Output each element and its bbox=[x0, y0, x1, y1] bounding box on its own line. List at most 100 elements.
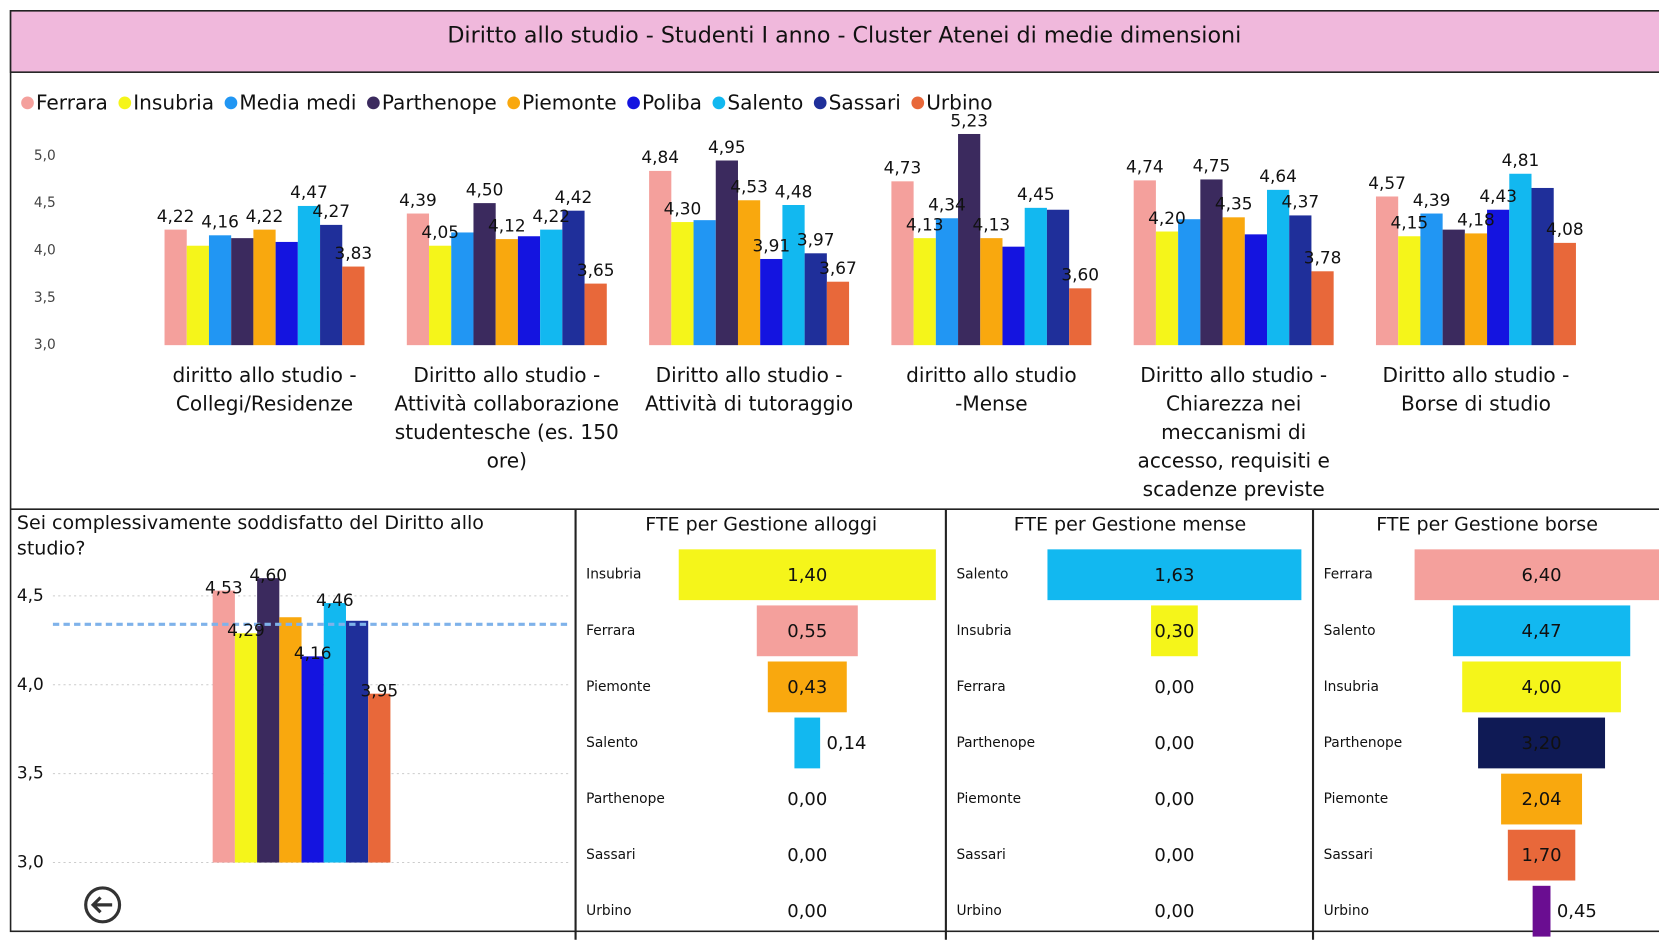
bar bbox=[891, 181, 914, 346]
bar bbox=[1311, 271, 1334, 346]
x-tick-label: Diritto allo studio - Borse di studio bbox=[1383, 362, 1570, 415]
bar bbox=[693, 220, 716, 346]
y-tick-label: 4,0 bbox=[17, 674, 44, 694]
data-label: 4,00 bbox=[1522, 677, 1562, 698]
legend-marker bbox=[21, 96, 34, 110]
back-icon[interactable] bbox=[84, 886, 122, 924]
text-line: diritto allo studio - bbox=[172, 362, 356, 386]
back-button[interactable] bbox=[84, 886, 122, 924]
data-label: 4,20 bbox=[1148, 208, 1186, 228]
bar bbox=[186, 245, 209, 346]
y-tick-label: 3,5 bbox=[34, 290, 56, 306]
data-label: 4,73 bbox=[884, 158, 922, 178]
bar bbox=[1244, 234, 1267, 346]
data-label: 0,00 bbox=[1154, 845, 1194, 866]
legend-label: Salento bbox=[727, 90, 803, 114]
x-tick-label: Diritto allo studio - Chiarezza nei meccan… bbox=[1138, 362, 1330, 500]
legend-label: Insubria bbox=[133, 90, 214, 114]
data-label: 0,30 bbox=[1154, 621, 1194, 642]
data-label: 0,00 bbox=[787, 789, 827, 810]
category-label: Ferrara bbox=[586, 623, 635, 639]
data-label: 0,45 bbox=[1557, 901, 1597, 922]
back-arrow[interactable] bbox=[90, 896, 113, 914]
legend-marker bbox=[627, 96, 640, 110]
legend-label: Ferrara bbox=[36, 90, 108, 114]
bar bbox=[257, 578, 280, 863]
bar bbox=[451, 232, 474, 346]
data-label: 4,47 bbox=[1522, 621, 1562, 642]
bar bbox=[1024, 207, 1047, 346]
funnel-bar bbox=[1507, 829, 1576, 881]
data-label: 4,57 bbox=[1368, 173, 1406, 193]
legend-marker bbox=[813, 96, 827, 110]
data-label: 0,14 bbox=[826, 733, 866, 754]
data-label: 4,12 bbox=[488, 215, 526, 235]
data-label: 4,16 bbox=[294, 643, 332, 663]
bar bbox=[1289, 215, 1312, 346]
funnel-bar bbox=[756, 605, 858, 657]
text-line: Chiarezza nei bbox=[1166, 391, 1301, 415]
bar bbox=[826, 281, 850, 346]
bar bbox=[253, 229, 276, 346]
category-label: Insubria bbox=[956, 623, 1011, 639]
bar bbox=[1266, 189, 1290, 346]
data-label: 6,40 bbox=[1522, 565, 1562, 586]
bar bbox=[804, 253, 827, 346]
text-line: studio? bbox=[17, 537, 86, 559]
bar bbox=[212, 590, 235, 863]
text-line: Diritto allo studio - bbox=[656, 362, 843, 386]
legend-marker bbox=[507, 96, 521, 110]
category-label: Ferrara bbox=[956, 679, 1005, 695]
data-label: 4,05 bbox=[421, 222, 459, 242]
category-label: Salento bbox=[956, 567, 1008, 583]
text-line: Borse di studio bbox=[1401, 391, 1551, 415]
data-label: 4,16 bbox=[201, 212, 239, 232]
data-label: 0,55 bbox=[787, 621, 827, 642]
y-tick-label: 4,5 bbox=[17, 585, 44, 605]
text-line: studentesche (es. 150 bbox=[395, 419, 619, 443]
bar bbox=[297, 205, 321, 346]
bar bbox=[1487, 209, 1510, 346]
bar bbox=[231, 238, 254, 346]
bar bbox=[913, 238, 936, 346]
data-label: 0,00 bbox=[787, 845, 827, 866]
text-line: Attività di tutoraggio bbox=[645, 391, 853, 415]
data-label: 4,13 bbox=[973, 214, 1011, 234]
data-label: 4,53 bbox=[730, 177, 768, 197]
y-tick-label: 3,0 bbox=[17, 852, 44, 872]
data-label: 4,81 bbox=[1502, 150, 1540, 170]
data-label: 0,00 bbox=[1154, 677, 1194, 698]
text-line: Diritto allo studio - bbox=[1140, 362, 1327, 386]
bar bbox=[540, 229, 563, 346]
bar bbox=[368, 693, 391, 863]
data-label: 3,83 bbox=[335, 243, 373, 263]
bar bbox=[1069, 288, 1092, 346]
data-label: 4,22 bbox=[246, 206, 284, 226]
chart-title: FTE per Gestione borse bbox=[1376, 514, 1598, 536]
data-label: 4,45 bbox=[1017, 184, 1055, 204]
data-label: 3,91 bbox=[752, 235, 790, 255]
legend-label: Piemonte bbox=[522, 90, 616, 114]
legend-label: Parthenope bbox=[382, 90, 497, 114]
chart-title: Sei complessivamente soddisfatto del Dir… bbox=[17, 511, 484, 558]
header-bar bbox=[9, 10, 1659, 73]
header-title: Diritto allo studio - Studenti I anno - … bbox=[447, 23, 1241, 49]
category-label: Parthenope bbox=[1324, 735, 1403, 751]
text-line: -Mense bbox=[955, 391, 1028, 415]
data-label: 3,97 bbox=[797, 230, 835, 250]
legend-marker bbox=[118, 96, 132, 110]
text-line: Attività collaborazione bbox=[394, 391, 619, 415]
category-label: Urbino bbox=[1324, 903, 1369, 919]
bar bbox=[1178, 219, 1201, 346]
data-label: 1,70 bbox=[1522, 845, 1562, 866]
data-label: 4,95 bbox=[708, 137, 746, 157]
funnel-bar bbox=[1532, 885, 1551, 937]
bar bbox=[760, 258, 783, 346]
legend-label: Poliba bbox=[642, 90, 702, 114]
text-line: ore) bbox=[487, 448, 527, 472]
category-label: Insubria bbox=[586, 567, 641, 583]
data-label: 0,00 bbox=[1154, 901, 1194, 922]
data-label: 4,60 bbox=[249, 565, 287, 585]
bar bbox=[164, 229, 187, 346]
